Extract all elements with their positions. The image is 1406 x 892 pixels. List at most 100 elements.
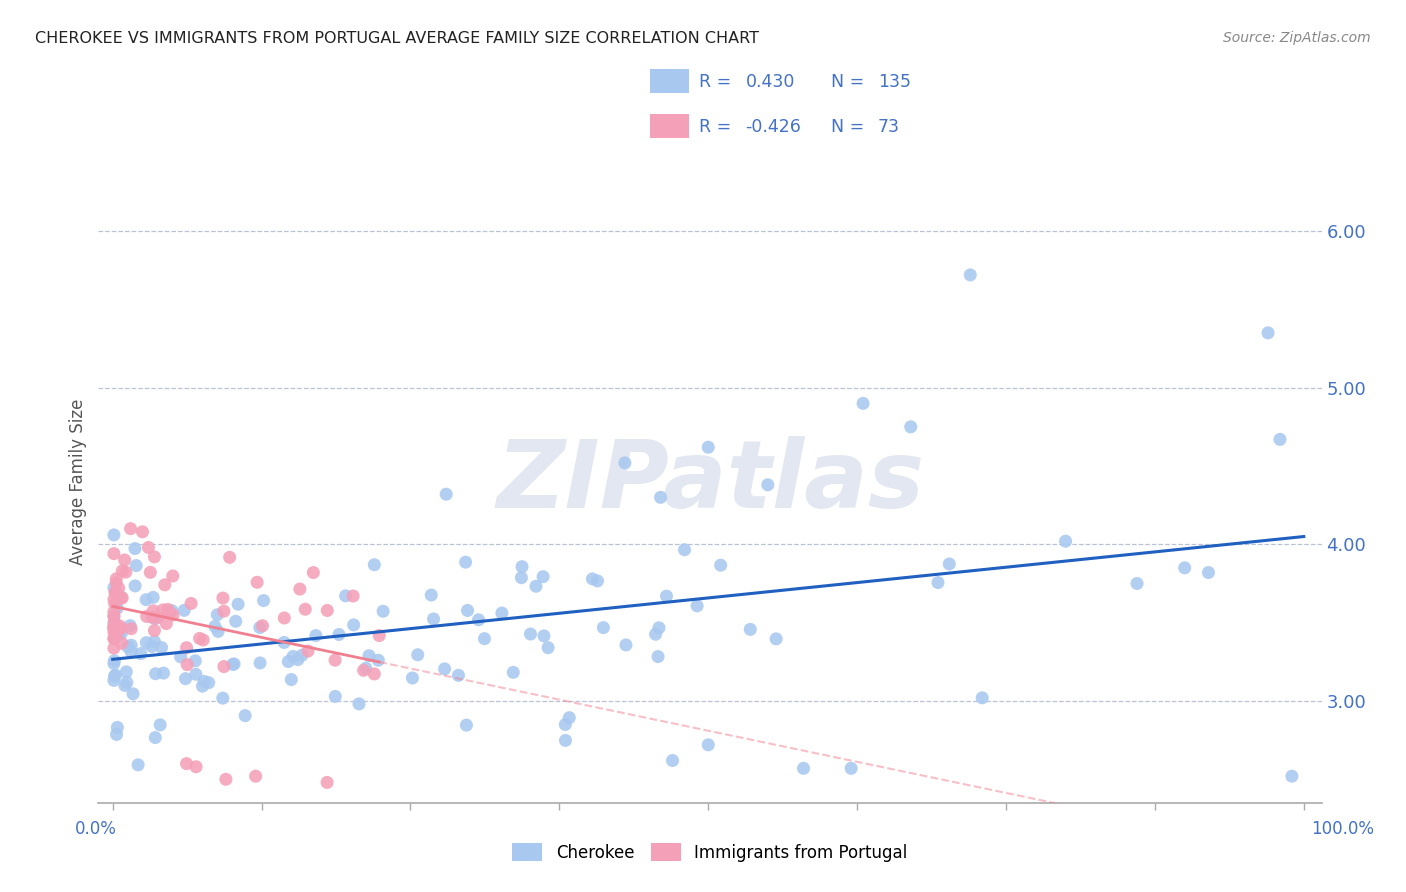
Point (103, 616, 125, 631)
Point (176, 640, 198, 655)
Point (554, 733, 576, 747)
Point (491, 606, 513, 620)
Point (420, 588, 443, 602)
Point (107, 628, 129, 642)
Point (124, 541, 146, 556)
Point (122, 687, 145, 701)
Text: R =: R = (699, 118, 737, 136)
Point (510, 559, 533, 574)
Point (740, 623, 762, 637)
Point (105, 727, 128, 741)
Point (153, 578, 176, 592)
Point (184, 667, 207, 681)
Point (117, 640, 139, 654)
Point (661, 754, 683, 768)
Point (371, 604, 394, 618)
Point (159, 606, 181, 620)
Point (273, 635, 295, 649)
Point (142, 604, 165, 618)
Point (655, 589, 678, 603)
Point (105, 627, 128, 641)
Point (125, 558, 148, 573)
Point (852, 396, 875, 410)
Point (103, 673, 125, 688)
Point (537, 640, 560, 655)
Point (143, 624, 166, 638)
Point (114, 565, 136, 579)
Point (900, 420, 922, 434)
Point (211, 691, 233, 706)
Point (756, 478, 779, 492)
Point (280, 673, 302, 687)
Point (1198, 566, 1220, 580)
Point (193, 674, 215, 689)
Point (613, 456, 636, 470)
Point (316, 775, 339, 789)
Point (108, 588, 131, 602)
Point (105, 601, 128, 615)
Point (129, 647, 152, 661)
Point (114, 553, 136, 567)
Point (103, 619, 125, 633)
Point (433, 662, 456, 676)
Point (104, 597, 127, 611)
Point (249, 656, 271, 670)
Point (226, 597, 249, 611)
Point (252, 593, 274, 607)
Point (180, 597, 202, 611)
Point (363, 667, 385, 681)
Point (225, 615, 247, 629)
Point (111, 564, 134, 578)
Point (103, 669, 125, 683)
Point (207, 624, 229, 639)
Point (357, 648, 380, 663)
Point (233, 708, 256, 723)
Point (150, 640, 173, 655)
Point (124, 579, 146, 593)
Point (972, 690, 994, 705)
Point (103, 624, 125, 639)
Text: 0.0%: 0.0% (75, 820, 117, 838)
Point (249, 620, 271, 634)
Point (277, 655, 299, 669)
Point (110, 622, 132, 636)
Point (103, 547, 125, 561)
Point (502, 665, 524, 680)
Point (169, 649, 191, 664)
Text: -0.426: -0.426 (745, 118, 801, 136)
Point (474, 632, 496, 646)
Point (120, 522, 142, 536)
Point (323, 690, 346, 704)
Point (347, 697, 370, 711)
Point (103, 528, 125, 542)
Point (222, 657, 245, 672)
Point (105, 720, 128, 734)
Point (176, 756, 198, 771)
Point (401, 671, 423, 685)
Point (103, 654, 125, 668)
Point (212, 604, 235, 618)
Point (103, 621, 125, 635)
Point (142, 591, 165, 605)
Text: 73: 73 (877, 118, 900, 136)
Point (127, 757, 149, 772)
Point (110, 626, 132, 640)
Point (145, 666, 167, 681)
Point (281, 649, 304, 664)
Point (647, 649, 669, 664)
Text: 100.0%: 100.0% (1312, 820, 1374, 838)
Point (297, 644, 319, 658)
Point (368, 628, 391, 642)
Point (581, 572, 603, 586)
Point (108, 619, 131, 633)
Point (184, 760, 207, 774)
Point (215, 772, 238, 787)
Point (103, 632, 125, 646)
Point (156, 602, 179, 616)
Point (103, 608, 125, 623)
Point (173, 603, 195, 617)
Point (959, 268, 981, 282)
Point (765, 632, 787, 646)
Point (697, 738, 720, 752)
Point (115, 665, 138, 679)
